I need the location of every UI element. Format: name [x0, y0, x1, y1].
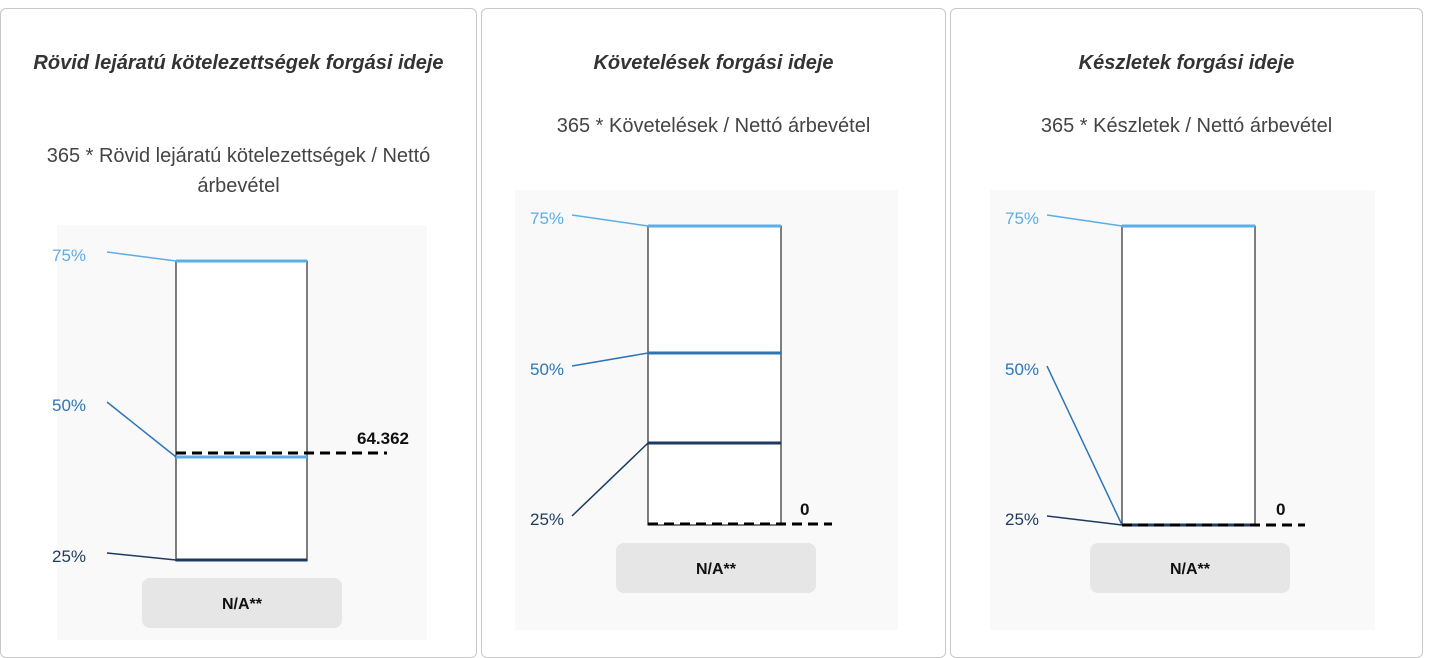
card-formula: 365 * Rövid lejáratú kötelezettségek / N… — [46, 145, 431, 197]
na-button-label: N/A** — [696, 561, 737, 578]
diagrams: 75% 50% 25% 64.362 N/A** 75% 50% 25% 0 N/A** 75% 50… — [52, 209, 1305, 628]
connector — [106, 401, 177, 458]
card-title: Készletek forgási ideje — [1078, 52, 1295, 74]
connector — [571, 352, 649, 367]
card-formula: 365 * Készletek / Nettó árbevétel — [1040, 115, 1333, 137]
connector — [1046, 365, 1123, 526]
na-button-label: N/A** — [222, 596, 263, 613]
na-button — [1090, 543, 1290, 593]
card-title: Rövid lejáratú kötelezettségek forgási i… — [33, 52, 444, 74]
quartile-box — [1121, 225, 1256, 526]
page: Rövid lejáratú kötelezettségek forgási i… — [0, 8, 1423, 658]
connector — [106, 552, 177, 561]
na-button-label: N/A** — [1170, 561, 1211, 578]
value-label: 0 — [800, 500, 809, 519]
quartile-label: 75% — [1005, 209, 1039, 228]
quartile-label: 75% — [530, 209, 564, 228]
connector — [571, 442, 649, 517]
connector — [106, 251, 177, 262]
value-label: 64.362 — [357, 429, 409, 448]
quartile-label: 50% — [52, 396, 86, 415]
quartile-label: 75% — [52, 246, 86, 265]
quartile-label: 25% — [52, 547, 86, 566]
quartile-label: 25% — [1005, 510, 1039, 529]
card-formula: 365 * Követelések / Nettó árbevétel — [556, 115, 871, 137]
na-button — [616, 543, 816, 593]
card-title: Követelések forgási ideje — [593, 52, 834, 74]
quartile-label: 50% — [1005, 360, 1039, 379]
connector — [1046, 515, 1123, 526]
connector — [571, 214, 649, 227]
na-button — [142, 578, 342, 628]
value-label: 0 — [1276, 500, 1285, 519]
quartile-label: 50% — [530, 360, 564, 379]
connector — [1046, 214, 1123, 227]
quartile-label: 25% — [530, 510, 564, 529]
quartile-box — [647, 225, 782, 526]
quartile-box — [175, 260, 308, 562]
